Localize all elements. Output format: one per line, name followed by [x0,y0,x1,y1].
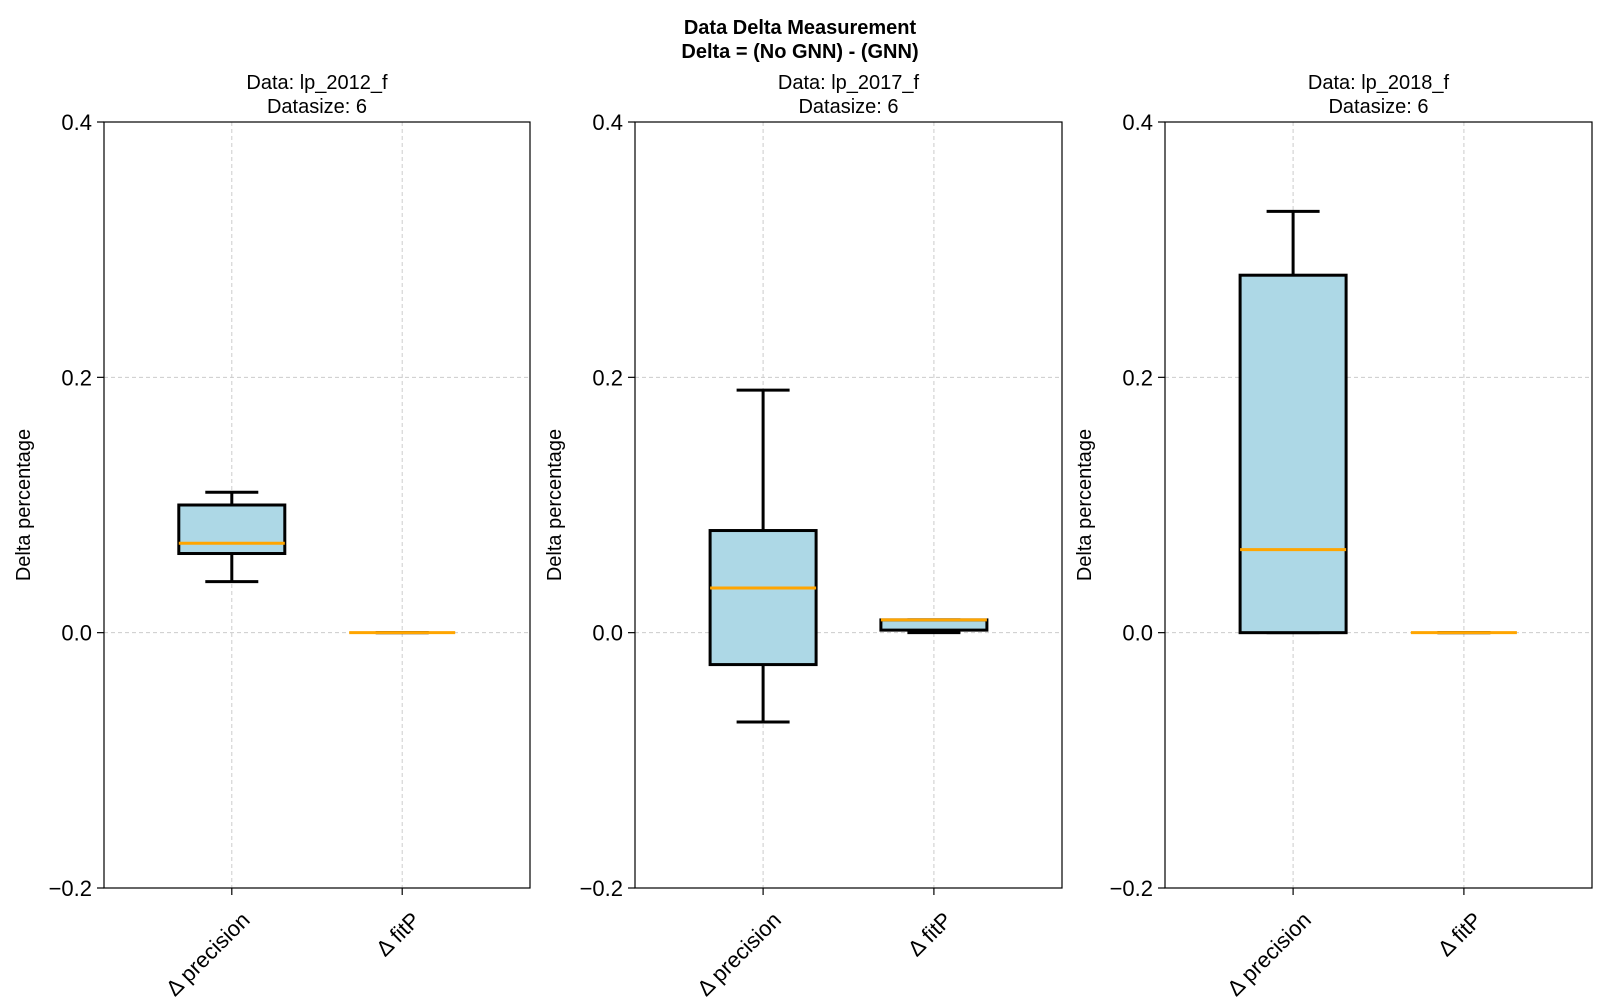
box-plot-2 [879,618,989,635]
box-iqr [708,529,818,667]
y-tick-label: −0.2 [580,876,623,901]
subplot-subtitle: Datasize: 6 [267,96,367,118]
y-tick-label: 0.2 [592,365,623,390]
y-tick-label: 0.0 [1122,621,1153,646]
box-iqr [177,503,287,556]
y-axis-label: Delta percentage [1074,429,1096,581]
x-tick-label: Δ precision [1222,907,1316,1000]
subplot-title: Data: lp_2012_f [246,72,388,94]
y-tick-label: 0.0 [592,621,623,646]
x-tick-label: Δ precision [161,907,255,1000]
axes-frame [103,121,531,889]
box-plot-1 [708,388,818,724]
x-tick-label: Δ fitP [1433,907,1487,961]
y-tick-label: 0.4 [1122,110,1153,135]
x-tick-label: Δ fitP [371,907,425,961]
box-plot-1 [177,490,287,584]
y-tick-label: 0.2 [1122,365,1153,390]
y-axis-label: Delta percentage [13,429,35,581]
y-tick-label: 0.0 [61,621,92,646]
axes-frame [634,121,1063,889]
figure-title: Data Delta Measurement [683,17,917,39]
y-tick-label: −0.2 [1110,876,1153,901]
x-tick-label: Δ precision [692,907,786,1000]
y-tick-label: 0.2 [61,365,92,390]
axes-frame [1164,121,1593,889]
subplot-subtitle: Datasize: 6 [1328,96,1428,118]
box-iqr [879,618,989,632]
subplot-subtitle: Datasize: 6 [798,96,898,118]
figure-subtitle: Delta = (No GNN) - (GNN) [681,41,919,63]
y-axis-label: Delta percentage [544,429,566,581]
subplot-title: Data: lp_2017_f [778,72,920,94]
y-tick-label: 0.4 [61,110,92,135]
y-tick-label: 0.4 [592,110,623,135]
x-tick-label: Δ fitP [903,907,957,961]
y-tick-label: −0.2 [49,876,92,901]
box-plot-1 [1238,209,1348,635]
box-iqr [1238,273,1348,635]
subplot-title: Data: lp_2018_f [1308,72,1450,94]
